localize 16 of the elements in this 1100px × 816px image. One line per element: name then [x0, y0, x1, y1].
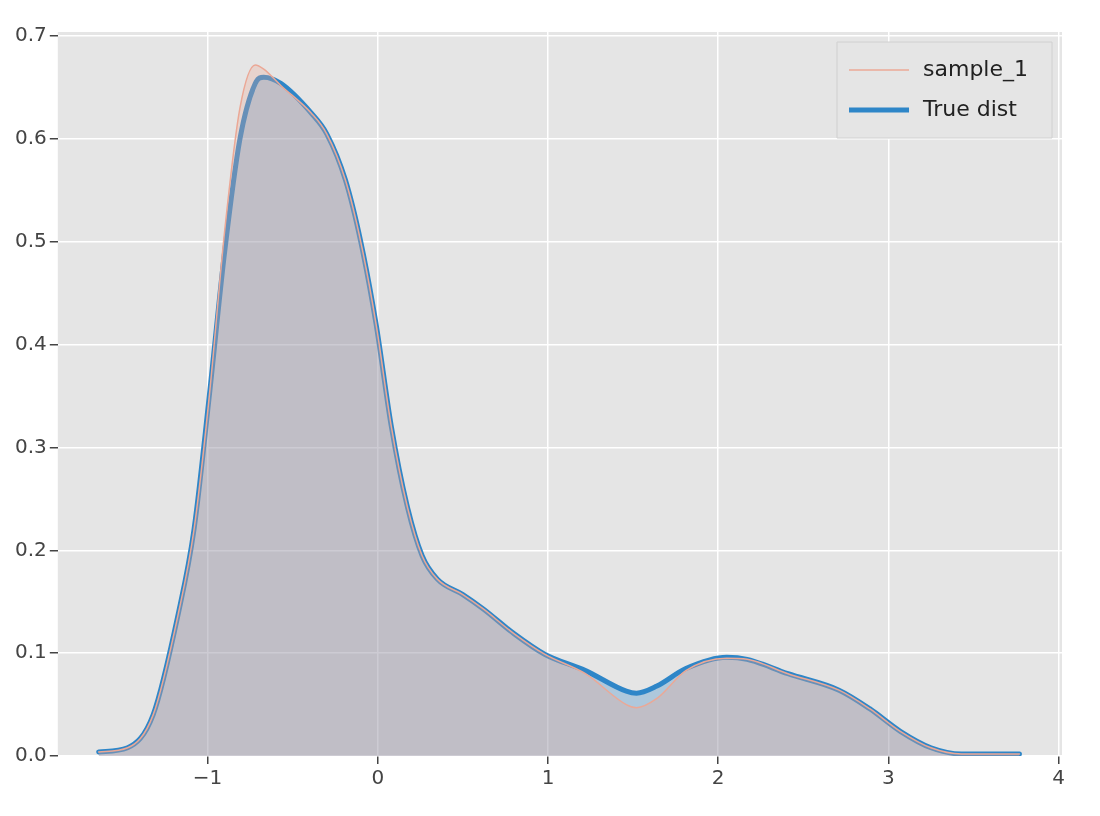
- legend-label: True dist: [922, 95, 1018, 121]
- x-tick-label: 0: [371, 765, 385, 790]
- y-tick-label: 0.3: [14, 433, 47, 458]
- y-tick-label: 0.7: [14, 22, 47, 47]
- legend-label: sample_1: [923, 55, 1028, 82]
- y-tick-label: 0.0: [14, 742, 47, 767]
- x-tick-label: 4: [1052, 765, 1065, 790]
- y-tick-label: 0.6: [14, 125, 47, 150]
- y-tick-label: 0.2: [14, 536, 47, 561]
- x-tick-label: 2: [711, 765, 725, 790]
- x-tick-label: 3: [882, 765, 895, 790]
- x-tick-label: 1: [541, 765, 555, 790]
- y-tick-label: 0.4: [14, 330, 47, 355]
- y-tick-label: 0.5: [14, 228, 47, 252]
- y-tick-label: 0.1: [14, 639, 47, 664]
- x-tick-label: −1: [192, 765, 223, 790]
